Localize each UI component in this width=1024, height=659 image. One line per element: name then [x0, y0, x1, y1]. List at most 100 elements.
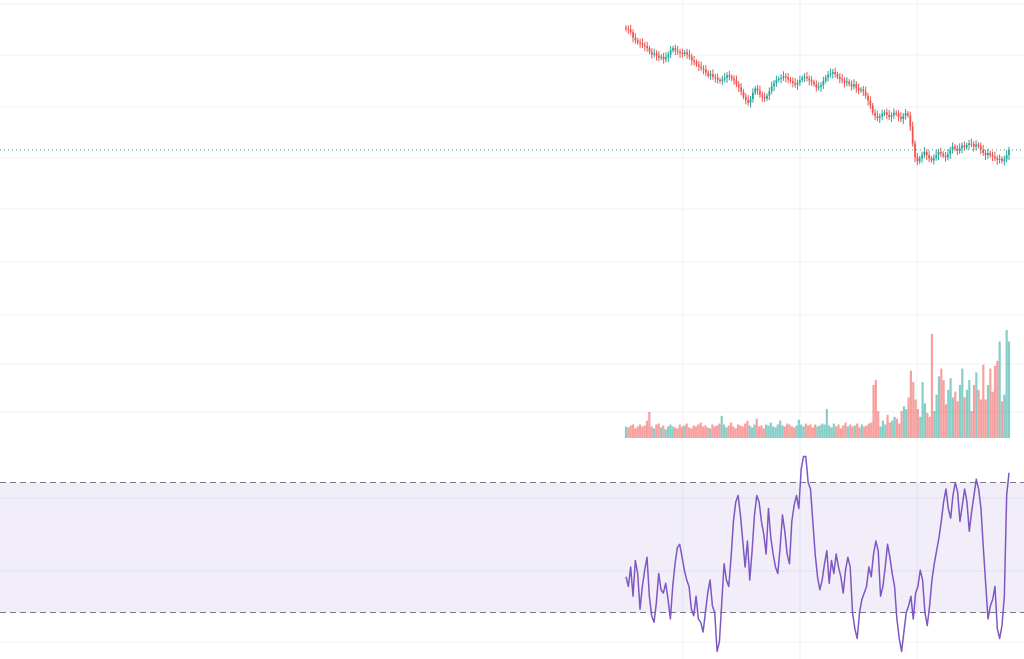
candle-body: [820, 85, 822, 87]
candle: [676, 45, 679, 55]
candle-body: [730, 76, 733, 79]
candle: [801, 75, 804, 83]
volume-bar: [942, 380, 945, 438]
volume-bar: [977, 389, 980, 438]
candle: [869, 96, 872, 110]
candle: [996, 155, 999, 165]
candle-body: [735, 80, 738, 85]
candle-body: [989, 153, 992, 156]
volume-bar: [963, 397, 966, 438]
candle-body: [782, 76, 785, 78]
volume-bar: [893, 416, 896, 438]
volume-bar: [790, 426, 793, 438]
candle: [707, 70, 710, 79]
volume-bar: [760, 425, 763, 438]
volume-bar: [853, 425, 856, 438]
candle: [949, 146, 952, 159]
candle-body: [798, 79, 801, 83]
candle: [660, 54, 663, 61]
candle: [918, 155, 921, 164]
volume-bar: [823, 424, 826, 438]
volume-bar: [732, 426, 735, 438]
candle-body: [669, 50, 672, 55]
volume-bar: [690, 428, 693, 438]
candle: [726, 72, 728, 83]
candle-body: [895, 112, 898, 114]
volume-bar: [722, 424, 726, 438]
volume-bar: [933, 411, 936, 438]
candle-body: [665, 57, 667, 60]
candle-body: [625, 27, 627, 30]
candle: [740, 83, 743, 96]
candle-body: [881, 113, 884, 117]
candle-body: [878, 116, 881, 119]
candle: [798, 75, 801, 87]
volume-bar: [748, 425, 751, 438]
candle-body: [994, 156, 996, 159]
candle: [669, 46, 672, 59]
volume-bar: [772, 426, 775, 438]
candle: [925, 148, 928, 161]
candle: [928, 150, 931, 162]
candle-body: [650, 51, 653, 55]
candle-body: [911, 126, 914, 144]
volume-bar: [872, 384, 875, 438]
candle: [888, 109, 891, 121]
candle-body: [629, 29, 632, 33]
candle-body: [932, 157, 935, 161]
candle-body: [723, 77, 726, 80]
candle: [1001, 156, 1003, 164]
candle-body: [935, 155, 938, 158]
candle: [876, 111, 879, 122]
candle: [723, 72, 726, 83]
volume-bar: [746, 420, 749, 438]
volume-bar: [699, 422, 702, 438]
candle-body: [773, 83, 775, 87]
volume-bar: [767, 425, 770, 438]
candle: [883, 109, 886, 117]
candle: [627, 25, 630, 34]
volume-bar: [884, 424, 887, 438]
candle: [730, 74, 733, 82]
volume-bar: [849, 424, 852, 438]
candle-body: [885, 112, 888, 115]
candle: [827, 70, 829, 82]
candle-body: [857, 87, 860, 91]
candle: [860, 87, 862, 93]
candle: [907, 110, 909, 118]
candle: [909, 111, 912, 131]
candle: [712, 69, 714, 80]
candle-body: [688, 54, 691, 57]
candle: [965, 142, 968, 150]
volume-bar: [751, 427, 754, 438]
volume-bar: [711, 424, 714, 438]
candle: [749, 95, 752, 108]
volume-bar: [788, 424, 791, 438]
candle-body: [963, 145, 966, 148]
volume-bar: [683, 425, 686, 438]
candle-body: [740, 87, 743, 92]
candle-body: [693, 60, 696, 62]
candle-body: [900, 117, 902, 120]
volume-bar: [713, 426, 716, 438]
candle: [646, 41, 649, 52]
candle: [716, 73, 719, 84]
volume-bar: [835, 426, 838, 438]
volume-bar: [783, 426, 786, 438]
candle: [777, 76, 780, 83]
candle: [843, 77, 846, 88]
candle: [864, 86, 867, 99]
candle: [975, 140, 978, 151]
candle: [639, 38, 641, 48]
volume-bar: [905, 409, 908, 438]
volume-bar: [949, 378, 952, 438]
candle-body: [634, 37, 637, 41]
candle: [834, 67, 837, 78]
candle: [994, 151, 996, 162]
volume-bar: [947, 389, 950, 438]
volume-bar: [807, 425, 810, 438]
volume-bar: [874, 380, 877, 438]
volume-bar: [958, 384, 962, 438]
candle: [890, 112, 893, 122]
